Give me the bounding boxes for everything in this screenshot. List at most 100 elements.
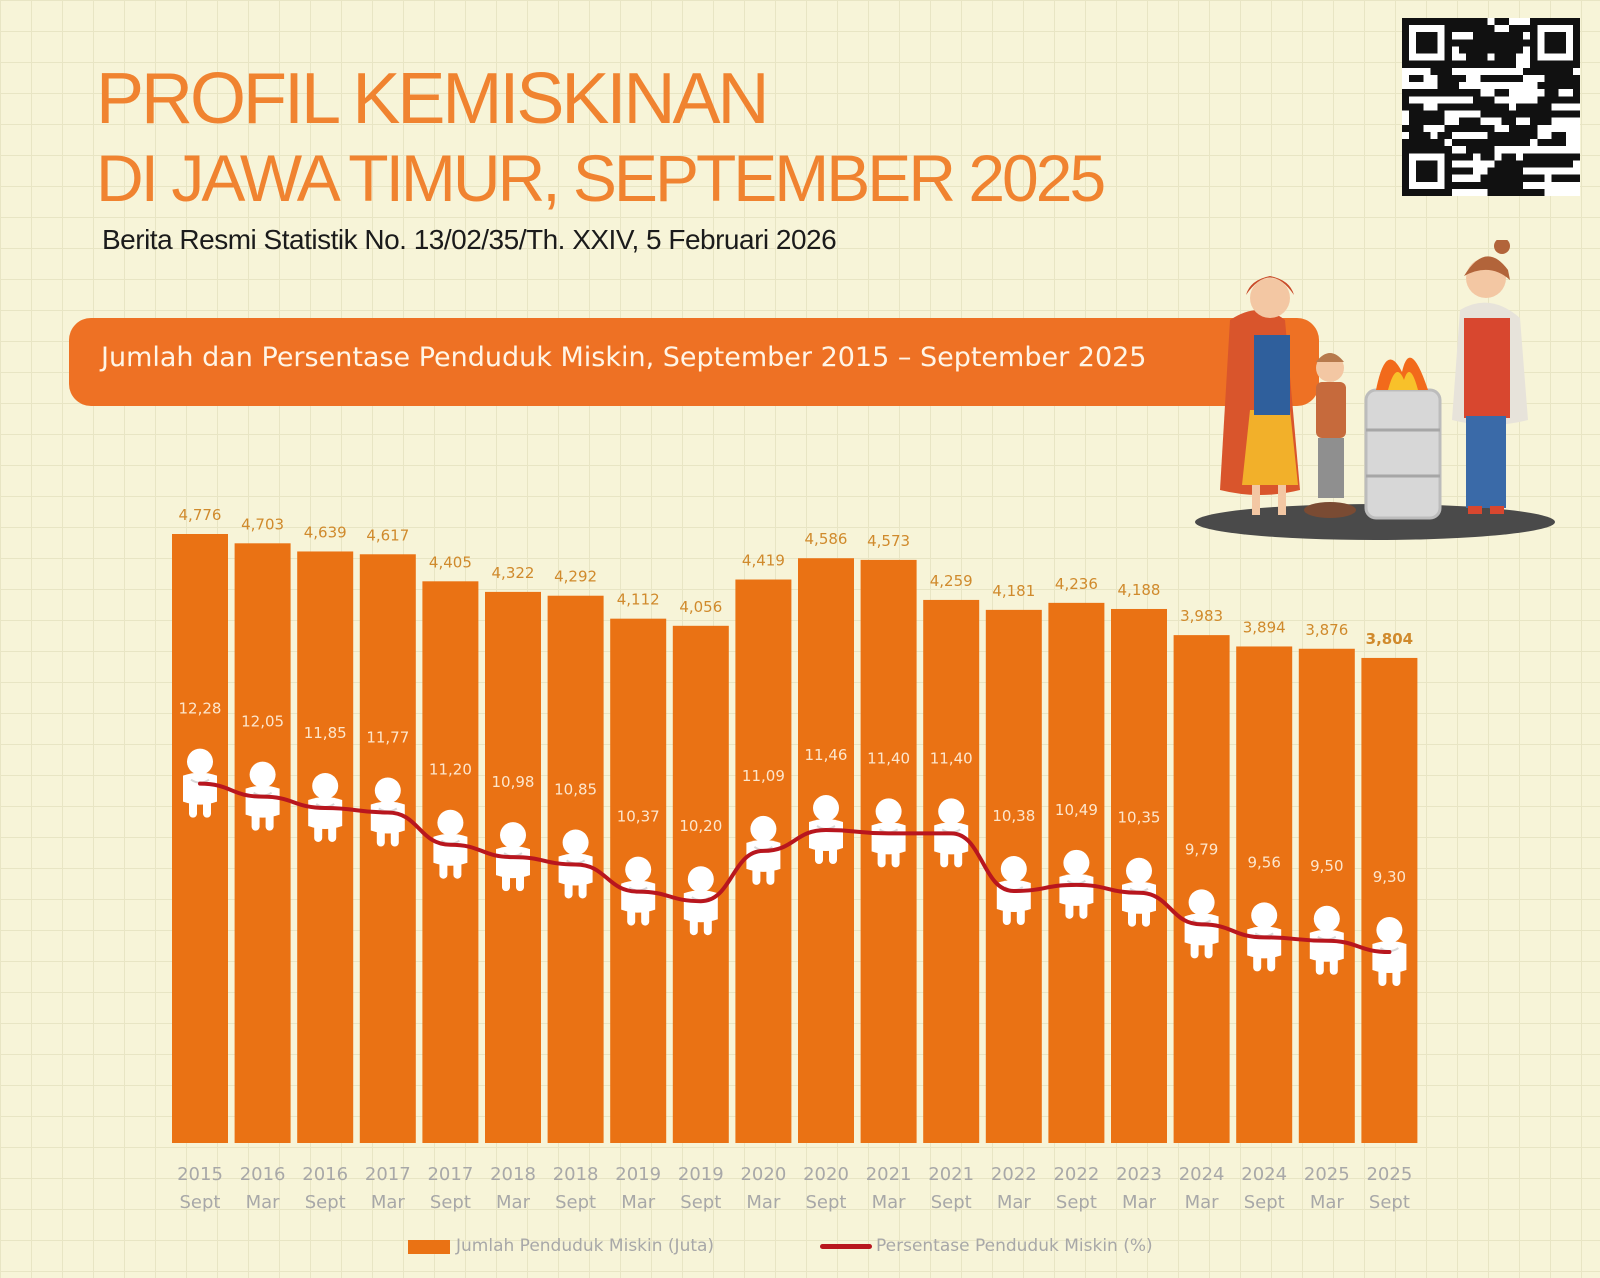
percentage-label: 11,77 [366,728,409,746]
bar-value-label: 4,056 [679,598,722,616]
percentage-label: 11,46 [805,746,848,764]
x-tick-period: Mar [496,1192,531,1213]
percentage-label: 10,85 [554,780,597,798]
x-tick-year: 2025 [1304,1164,1350,1185]
x-tick-year: 2016 [302,1164,348,1185]
person-sitting-icon [558,829,593,899]
percentage-label: 11,40 [867,749,910,767]
x-tick-year: 2020 [740,1164,786,1185]
person-sitting-icon [496,822,530,892]
x-tick-year: 2019 [615,1164,661,1185]
x-tick-year: 2017 [365,1164,411,1185]
percentage-label: 12,05 [241,713,284,731]
x-tick-period: Sept [1056,1192,1097,1213]
x-tick-period: Sept [430,1192,471,1213]
bar-value-label: 4,236 [1055,575,1098,593]
bar-value-label: 4,573 [867,532,910,550]
x-tick-period: Mar [246,1192,281,1213]
person-sitting-icon [621,856,656,926]
bar-value-label: 4,617 [366,526,409,544]
percentage-label: 9,56 [1247,853,1280,871]
bar-value-label: 4,405 [429,553,472,571]
bar-value-label: 4,188 [1118,581,1161,599]
percentage-label: 10,35 [1118,809,1161,827]
x-tick-period: Mar [997,1192,1032,1213]
bar-value-label: 4,292 [554,568,597,586]
bar-value-label: 4,181 [992,582,1035,600]
bar-value-label: 3,804 [1366,630,1413,648]
percentage-label: 11,85 [304,724,347,742]
x-tick-year: 2018 [553,1164,599,1185]
x-tick-year: 2023 [1116,1164,1162,1185]
percentage-label: 11,20 [429,761,472,779]
x-tick-period: Mar [1122,1192,1157,1213]
percentage-label: 12,28 [179,700,222,718]
bar [172,534,228,1143]
person-sitting-icon [809,795,843,865]
legend-bar-swatch [408,1240,450,1254]
x-tick-year: 2024 [1241,1164,1287,1185]
bar-value-label: 4,112 [617,591,660,609]
bar-value-label: 4,259 [930,572,973,590]
x-tick-period: Mar [872,1192,907,1213]
person-sitting-icon [1247,902,1282,972]
x-tick-year: 2016 [240,1164,286,1185]
x-tick-period: Sept [305,1192,346,1213]
person-sitting-icon [245,761,280,831]
x-tick-year: 2015 [177,1164,223,1185]
x-tick-period: Sept [806,1192,847,1213]
x-tick-period: Mar [746,1192,781,1213]
bar-value-label: 3,983 [1180,607,1223,625]
bar [1361,657,1418,1143]
x-tick-period: Sept [180,1192,221,1213]
percentage-label: 11,40 [930,749,973,767]
bar-value-label: 4,639 [304,523,347,541]
percentage-label: 10,98 [492,773,535,791]
person-sitting-icon [746,815,781,885]
page-subtitle: Berita Resmi Statistik No. 13/02/35/Th. … [102,224,837,255]
x-tick-year: 2024 [1179,1164,1225,1185]
legend-bar-label: Jumlah Penduduk Miskin (Juta) [456,1236,715,1256]
person-sitting-icon [1059,849,1094,919]
x-tick-year: 2022 [991,1164,1037,1185]
x-tick-period: Sept [931,1192,972,1213]
bar-value-label: 4,776 [179,506,222,524]
percentage-label: 10,49 [1055,801,1098,819]
bar-value-label: 4,703 [241,515,284,533]
percentage-label: 11,09 [742,767,785,785]
x-tick-period: Mar [371,1192,406,1213]
chart-title-banner: Jumlah dan Persentase Penduduk Miskin, S… [69,318,1319,406]
bar-value-label: 3,876 [1305,621,1348,639]
percentage-label: 10,38 [992,807,1035,825]
x-tick-year: 2020 [803,1164,849,1185]
percentage-label: 9,50 [1310,857,1343,875]
percentage-label: 9,30 [1373,868,1406,886]
page-title-line2: DI JAWA TIMUR, SEPTEMBER 2025 [96,141,1106,215]
bar [923,599,980,1143]
x-tick-year: 2018 [490,1164,536,1185]
qr-code-icon[interactable] [1402,18,1580,196]
person-sitting-icon [183,748,217,818]
person-sitting-icon [1184,889,1219,959]
bar [1173,635,1230,1143]
x-tick-period: Sept [680,1192,721,1213]
x-tick-year: 2022 [1053,1164,1099,1185]
percentage-label: 10,37 [617,808,660,826]
x-tick-year: 2025 [1366,1164,1412,1185]
x-tick-period: Sept [1244,1192,1285,1213]
legend-line-label: Persentase Penduduk Miskin (%) [876,1236,1153,1256]
bar [359,554,416,1143]
bar [297,551,354,1143]
bar-value-label: 4,322 [492,564,535,582]
bar-value-label: 4,419 [742,552,785,570]
x-tick-year: 2019 [678,1164,724,1185]
percentage-label: 10,20 [679,817,722,835]
bar-value-label: 3,894 [1243,618,1286,636]
x-tick-period: Mar [621,1192,656,1213]
bar [1236,646,1293,1143]
legend-line-swatch [820,1244,872,1249]
x-tick-year: 2021 [928,1164,974,1185]
percentage-label: 9,79 [1185,840,1218,858]
x-tick-period: Sept [1369,1192,1410,1213]
